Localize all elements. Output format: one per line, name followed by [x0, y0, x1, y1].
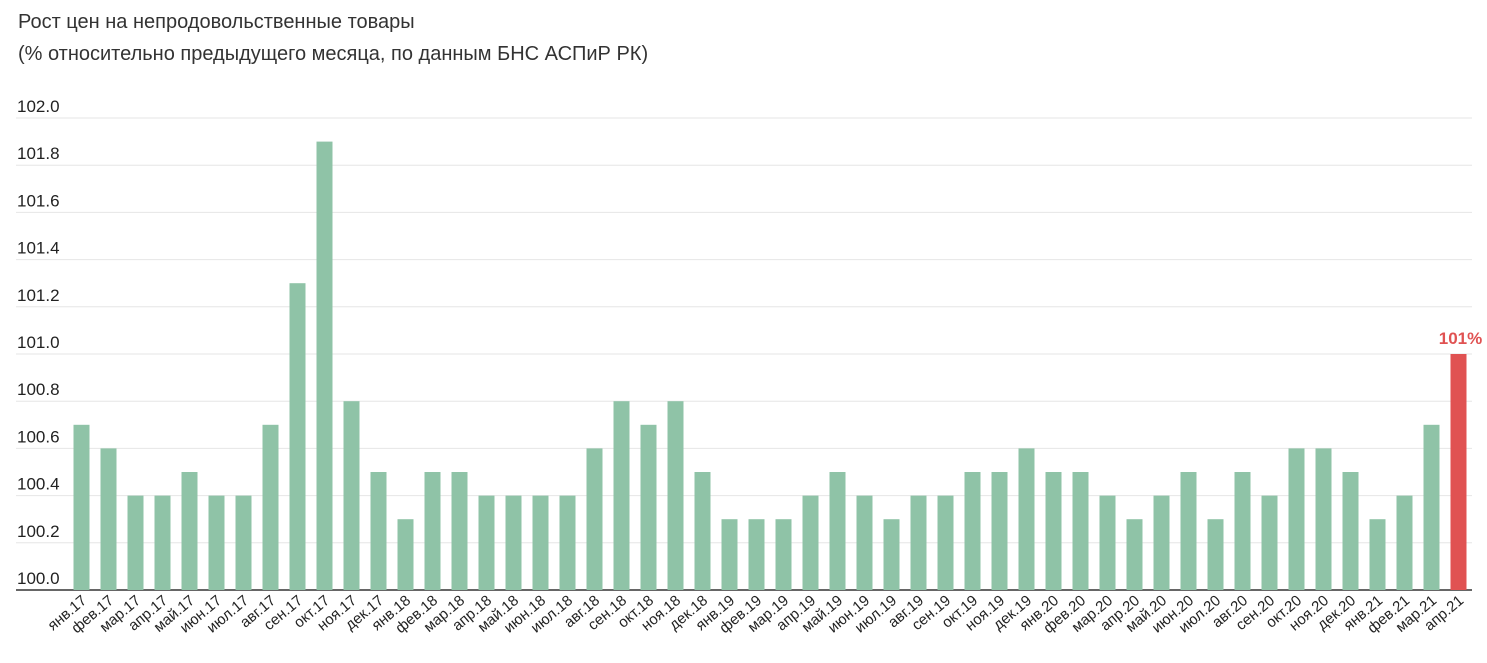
y-tick-label: 101.8 [17, 144, 60, 163]
data-label: 101% [1439, 329, 1482, 348]
bar-сен.19 [937, 495, 954, 590]
bar-апр.18 [478, 495, 495, 590]
bar-ноя.20 [1315, 448, 1332, 590]
bar-мар.18 [451, 472, 468, 590]
bar-авг.20 [1234, 472, 1251, 590]
y-tick-label: 101.2 [17, 286, 60, 305]
chart-subtitle: (% относительно предыдущего месяца, по д… [18, 43, 649, 65]
bar-июл.18 [559, 495, 576, 590]
bar-series [73, 141, 1467, 590]
bar-фев.18 [424, 472, 441, 590]
y-axis: 100.0 100.2 100.4 100.6 100.8 101.0 101.2 101.4… [17, 97, 60, 588]
bar-янв.20 [1045, 472, 1062, 590]
y-tick-label: 100.6 [17, 427, 60, 446]
bar-фев.17 [100, 448, 117, 590]
bar-май.20 [1153, 495, 1170, 590]
y-tick-label: 101.0 [17, 333, 60, 352]
bar-ноя.19 [991, 472, 1008, 590]
bar-апр.17 [154, 495, 171, 590]
bar-янв.21 [1369, 519, 1386, 590]
data-labels: 101% [1439, 329, 1482, 348]
x-axis: янв.17фев.17мар.17апр.17май.17июн.17июл.… [44, 592, 1467, 637]
grid-lines [16, 117, 1472, 591]
chart-title: Рост цен на непродовольственные товары [18, 11, 415, 33]
bar-июл.19 [883, 519, 900, 590]
bar-апр.20 [1126, 519, 1143, 590]
bar-июл.17 [235, 495, 252, 590]
bar-май.18 [505, 495, 522, 590]
bar-сен.17 [289, 283, 306, 590]
y-tick-label: 100.2 [17, 522, 60, 541]
bar-авг.19 [910, 495, 927, 590]
bar-окт.19 [964, 472, 981, 590]
bar-фев.21 [1396, 495, 1413, 590]
bar-июн.17 [208, 495, 225, 590]
bar-мар.19 [775, 519, 792, 590]
bar-окт.18 [640, 424, 657, 590]
bar-мар.17 [127, 495, 144, 590]
y-tick-label: 101.4 [17, 239, 60, 258]
bar-дек.19 [1018, 448, 1035, 590]
bar-дек.17 [370, 472, 387, 590]
bar-июн.20 [1180, 472, 1197, 590]
bar-июн.19 [856, 495, 873, 590]
bar-янв.19 [721, 519, 738, 590]
bar-янв.17 [73, 424, 90, 590]
y-tick-label: 100.0 [17, 569, 60, 588]
bar-июл.20 [1207, 519, 1224, 590]
bar-июн.18 [532, 495, 549, 590]
bar-май.17 [181, 472, 198, 590]
bar-фев.20 [1072, 472, 1089, 590]
bar-янв.18 [397, 519, 414, 590]
bar-мар.20 [1099, 495, 1116, 590]
bar-дек.20 [1342, 472, 1359, 590]
bar-дек.18 [694, 472, 711, 590]
y-tick-label: 102.0 [17, 97, 60, 116]
bar-мар.21 [1423, 424, 1440, 590]
bar-сен.20 [1261, 495, 1278, 590]
bar-май.19 [829, 472, 846, 590]
y-tick-label: 101.6 [17, 191, 60, 210]
bar-ноя.17 [343, 401, 360, 590]
y-tick-label: 100.8 [17, 380, 60, 399]
y-tick-label: 100.4 [17, 475, 60, 494]
bar-авг.18 [586, 448, 603, 590]
bar-окт.20 [1288, 448, 1305, 590]
bar-фев.19 [748, 519, 765, 590]
bar-апр.19 [802, 495, 819, 590]
bar-апр.21 [1450, 354, 1467, 590]
bar-сен.18 [613, 401, 630, 590]
bar-авг.17 [262, 424, 279, 590]
bar-ноя.18 [667, 401, 684, 590]
bar-окт.17 [316, 141, 333, 590]
